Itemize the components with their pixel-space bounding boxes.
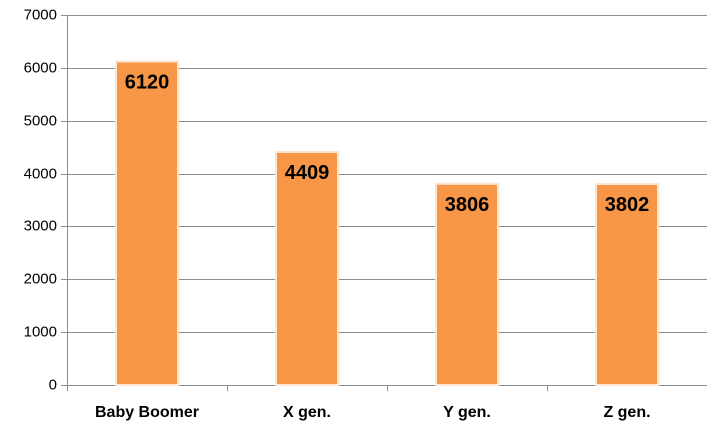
y-tick-label: 0 (49, 376, 57, 393)
axes (61, 15, 548, 391)
x-category-label: Z gen. (603, 404, 650, 421)
y-tick-label: 4000 (24, 165, 57, 182)
y-tick-label: 7000 (24, 6, 57, 23)
y-tick-label: 2000 (24, 270, 57, 287)
y-tick-label: 3000 (24, 217, 57, 234)
bar (435, 182, 499, 386)
data-label: 3802 (605, 194, 650, 216)
x-category-labels: Baby Boomer X gen. Y gen. Z gen. (95, 404, 651, 421)
bar (115, 60, 179, 387)
data-label: 6120 (125, 72, 170, 94)
y-tick-label: 1000 (24, 323, 57, 340)
bar (595, 183, 659, 386)
x-category-label: X gen. (283, 404, 331, 421)
y-tick-label: 6000 (24, 59, 57, 76)
x-category-label: Y gen. (443, 404, 491, 421)
y-tick-label: 5000 (24, 112, 57, 129)
x-category-label: Baby Boomer (95, 404, 199, 421)
data-label: 3806 (445, 194, 490, 216)
bar (275, 150, 339, 386)
data-label: 4409 (285, 162, 330, 184)
data-labels: 6120 4409 3806 3802 (125, 72, 650, 217)
bars (115, 60, 659, 387)
y-tick-labels: 0 1000 2000 3000 4000 5000 6000 7000 (24, 6, 57, 393)
